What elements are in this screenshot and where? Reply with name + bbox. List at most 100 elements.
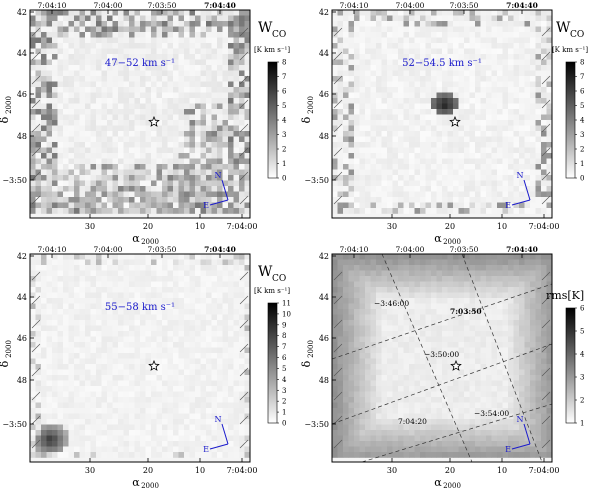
top-tick-label: 7:03:50: [148, 245, 177, 254]
star-marker-icon: [148, 115, 160, 127]
left-tick-label: 44: [17, 49, 27, 58]
left-tick-label: 42: [319, 252, 329, 261]
map-wco-image: [30, 254, 251, 462]
colorbar-tick-label: 2: [580, 397, 584, 405]
velocity-label: 55−58 km s⁻¹: [105, 302, 175, 313]
colorbar-tick-label: 0: [282, 420, 286, 428]
bottom-tick-label: 10: [497, 222, 507, 231]
panel-bottom-right: −3:46:00 7:03:50 −3:50:00 7:04:20 −3:54:00 7:…: [300, 245, 585, 488]
compass-north-label: N: [517, 415, 524, 424]
colorbar: 6 5 4 3 2 1: [565, 305, 585, 428]
map-wco-image: [30, 10, 251, 218]
compass-north-label: N: [517, 171, 524, 180]
compass-icon: [209, 423, 229, 450]
colorbar-tick-label: 4: [580, 351, 585, 359]
bottom-tick-label: 10: [195, 222, 205, 231]
y-axis-label: δ: [300, 360, 313, 367]
colorbar-tick-label: 0: [580, 175, 584, 183]
colorbar: 8 7 6 5 4 3 2 1 0: [267, 59, 287, 183]
quantity-label: W: [258, 264, 273, 280]
compass-icon: [209, 179, 229, 206]
y-axis-label-group: δ 2000: [0, 96, 13, 123]
top-tick-label: 7:04:00: [396, 1, 425, 10]
top-tick-label: 7:04:40: [506, 1, 538, 10]
colorbar-tick-label: 4: [282, 117, 287, 125]
left-tick-label: 44: [319, 293, 329, 302]
x-axis-label: α: [434, 476, 442, 488]
star-marker-icon: [449, 115, 461, 127]
quantity-label: W: [258, 20, 273, 36]
colorbar-tick-label: 0: [282, 175, 286, 183]
left-tick-label: 48: [319, 376, 329, 385]
top-tick-label: 7:03:50: [148, 1, 177, 10]
edge-hatch: [333, 271, 551, 449]
left-tick-label: 42: [17, 8, 27, 17]
quantity-label: rms[K]: [546, 289, 584, 302]
left-tick-label: 46: [319, 90, 329, 99]
bottom-tick-label: 30: [85, 222, 95, 231]
compass-north-label: N: [215, 415, 222, 424]
bottom-tick-label: 20: [445, 222, 455, 231]
left-tick-label: 48: [319, 132, 329, 141]
x-axis-label: α: [132, 476, 140, 488]
y-axis-label: δ: [300, 116, 313, 123]
grid-label: 7:03:50: [450, 307, 482, 316]
left-tick-label: −3:50: [304, 420, 329, 429]
x-axis-label-sub: 2000: [141, 482, 159, 488]
top-tick-label: 7:03:50: [450, 245, 479, 254]
colorbar-tick-label: 6: [580, 88, 585, 96]
top-tick-label: 7:04:10: [38, 245, 67, 254]
top-tick-label: 7:04:00: [94, 1, 123, 10]
left-tick-label: 48: [17, 132, 27, 141]
left-tick-label: −3:50: [2, 176, 27, 185]
colorbar-tick-label: 8: [580, 59, 584, 67]
plot-frame: [29, 9, 251, 219]
top-tick-label: 7:04:40: [204, 1, 236, 10]
plot-frame: [29, 253, 251, 463]
plot-frame: [331, 9, 553, 219]
colorbar-tick-label: 5: [580, 328, 584, 336]
bottom-tick-label: 30: [387, 466, 397, 475]
colorbar-unit-label: [K km s⁻¹]: [552, 46, 588, 54]
edge-hatch: [31, 27, 249, 205]
bottom-tick-label: 7:04:00: [529, 466, 560, 475]
x-axis-label-sub: 2000: [443, 482, 461, 488]
compass-east-label: E: [505, 445, 511, 454]
colorbar-tick-label: 1: [580, 420, 584, 428]
colorbar-tick-label: 1: [282, 160, 286, 168]
quantity-label-sub: CO: [272, 30, 286, 40]
left-tick-label: 42: [319, 8, 329, 17]
left-tick-label: 46: [17, 334, 27, 343]
velocity-label: 52−54.5 km s⁻¹: [402, 58, 482, 69]
velocity-label: 47−52 km s⁻¹: [105, 58, 175, 69]
colorbar-tick-label: 4: [580, 117, 585, 125]
grid-label: −3:50:00: [424, 350, 459, 359]
bottom-tick-label: 10: [195, 466, 205, 475]
colorbar-tick-label: 3: [580, 374, 584, 382]
colorbar-tick-label: 8: [282, 332, 286, 340]
x-axis-label: α: [132, 232, 140, 245]
colorbar-tick-label: 2: [282, 146, 286, 154]
left-tick-label: −3:50: [304, 176, 329, 185]
colorbar-tick-label: 8: [282, 59, 286, 67]
left-tick-label: 44: [319, 49, 329, 58]
bottom-tick-label: 20: [143, 222, 153, 231]
colorbar-tick-label: 10: [282, 310, 291, 318]
colorbar-tick-label: 7: [580, 73, 584, 81]
grid-label: −3:54:00: [474, 409, 509, 418]
y-axis-label-group: δ 2000: [300, 340, 315, 367]
bottom-tick-label: 7:04:00: [227, 222, 258, 231]
bottom-tick-label: 30: [85, 466, 95, 475]
colorbar-tick-label: 3: [282, 131, 286, 139]
top-tick-label: 7:03:50: [450, 1, 479, 10]
plot-frame: [331, 253, 553, 463]
x-axis-label: α: [434, 232, 442, 245]
colorbar-unit-label: [K km s⁻¹]: [254, 287, 290, 295]
map-rms-image: [332, 254, 553, 462]
bottom-tick-label: 30: [387, 222, 397, 231]
